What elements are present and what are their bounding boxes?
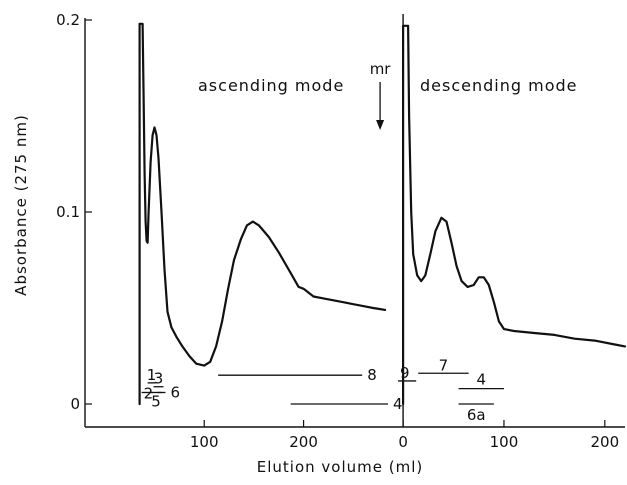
y-tick-label: 0.1 [56, 203, 80, 221]
fraction-label-3: 3 [154, 370, 164, 388]
fraction-label-1: 1 [147, 366, 157, 384]
annotation-label-mr: mr [370, 60, 392, 78]
fraction-label-6: 6 [170, 383, 180, 401]
x-axis-title: Elution volume (ml) [257, 458, 423, 476]
series-line-ascending [138, 22, 387, 406]
fraction-label-7: 7 [439, 356, 449, 374]
x-tick-label: 100 [190, 433, 219, 451]
panel-descending: descending mode 0 100 200 9 7 4 6a [398, 14, 627, 451]
x-tick-label: 100 [490, 433, 519, 451]
fraction-label-5: 5 [151, 392, 161, 410]
y-tick-label: 0.2 [56, 11, 80, 29]
y-axis-title: Absorbance (275 nm) [12, 114, 30, 296]
fraction-label-4: 4 [393, 395, 403, 413]
panel-title-descending: descending mode [420, 76, 577, 95]
series-line-descending [402, 24, 627, 406]
annotation-arrow-head [376, 120, 385, 130]
fraction-label-8: 8 [367, 366, 377, 384]
fraction-label-2: 2 [144, 384, 154, 402]
fraction-label-9: 9 [400, 364, 410, 382]
x-tick-label: 200 [289, 433, 318, 451]
x-tick-label: 0 [398, 433, 408, 451]
fraction-label-4: 4 [476, 371, 486, 389]
y-tick-label: 0 [70, 395, 80, 413]
x-tick-label: 200 [591, 433, 620, 451]
fraction-label-6a: 6a [467, 406, 486, 424]
panel-title-ascending: ascending mode [198, 76, 344, 95]
